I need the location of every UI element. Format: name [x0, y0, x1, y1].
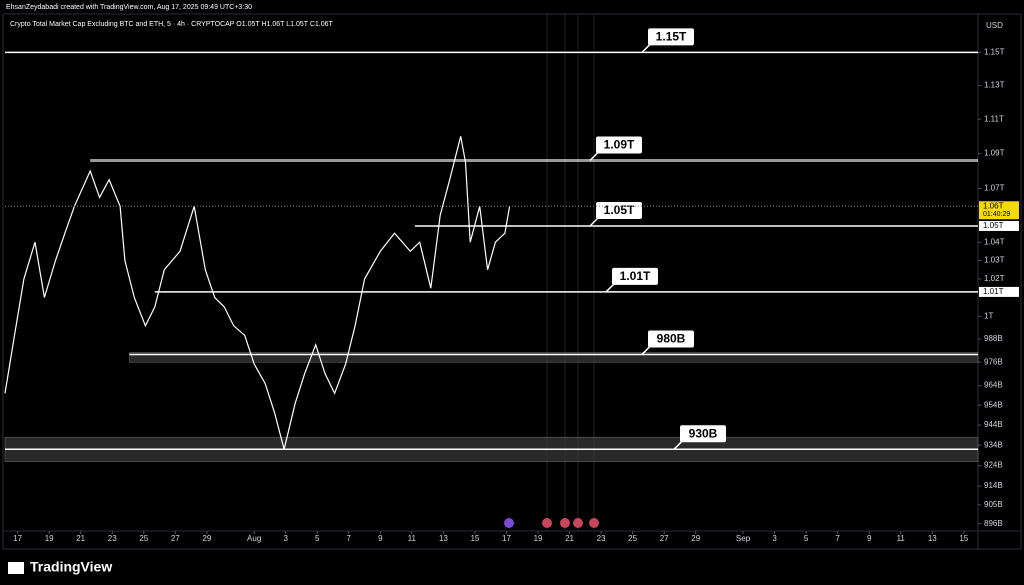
y-tick-label: 934B [984, 440, 1003, 449]
price-badge-label: 1.06T [983, 201, 1004, 210]
y-tick-label: 954B [984, 400, 1003, 409]
x-tick-label: 9 [867, 534, 872, 543]
callout-box [612, 267, 658, 285]
callout-label: 1.01T [620, 269, 651, 283]
y-tick-label: 1.02T [984, 274, 1005, 283]
x-tick-label: 23 [597, 534, 606, 543]
y-tick-label: 896B [984, 519, 1003, 528]
callout-box [648, 330, 694, 348]
y-tick-label: 944B [984, 420, 1003, 429]
y-tick-label: 905B [984, 500, 1003, 509]
x-tick-label: 25 [139, 534, 148, 543]
x-tick-label: 27 [171, 534, 180, 543]
y-tick-label: 1T [984, 311, 993, 320]
callout-box [680, 425, 726, 443]
x-tick-label: Sep [736, 534, 751, 543]
x-tick-label: 3 [772, 534, 777, 543]
callout-box [596, 201, 642, 219]
callout-label: 930B [689, 426, 718, 440]
y-tick-label: 1.09T [984, 149, 1005, 158]
x-tick-label: 5 [804, 534, 809, 543]
x-tick-label: 9 [378, 534, 383, 543]
x-tick-label: 25 [628, 534, 637, 543]
y-tick-label: 976B [984, 357, 1003, 366]
callout-pointer [641, 43, 651, 53]
y-tick-label: 988B [984, 334, 1003, 343]
x-tick-label: 29 [691, 534, 700, 543]
callout-label: 1.05T [604, 203, 635, 217]
y-tick-label: 1.04T [984, 237, 1005, 246]
y-tick-label: 1.07T [984, 184, 1005, 193]
legend: Crypto Total Market Cap Excluding BTC an… [10, 21, 334, 28]
x-tick-label: 19 [45, 534, 54, 543]
logo [8, 562, 24, 574]
credit: EhsanZeydabadi created with TradingView.… [6, 4, 252, 11]
callout-box [648, 28, 694, 46]
y-tick-label: 1.03T [984, 256, 1005, 265]
price-badge [979, 201, 1019, 220]
x-tick-label: 21 [76, 534, 85, 543]
x-tick-label: 29 [202, 534, 211, 543]
price-badge-label: 1.05T [983, 221, 1004, 230]
callout-box [596, 136, 642, 154]
x-tick-label: 17 [502, 534, 511, 543]
callout-pointer [589, 151, 599, 162]
y-tick-label: 964B [984, 381, 1003, 390]
callout-label: 980B [657, 332, 686, 346]
x-tick-label: 15 [959, 534, 968, 543]
x-tick-label: 7 [835, 534, 840, 543]
x-tick-label: 27 [660, 534, 669, 543]
x-tick-label: 13 [928, 534, 937, 543]
x-tick-label: 13 [439, 534, 448, 543]
callout-pointer [673, 440, 683, 450]
y-tick-label: 914B [984, 481, 1003, 490]
frame [2, 13, 1022, 550]
event-icon[interactable] [560, 518, 570, 528]
y-tick-label: 1.11T [984, 114, 1004, 123]
price-badge-timer: 01:40:29 [983, 211, 1010, 218]
zone [129, 352, 979, 363]
x-tick-label: 19 [534, 534, 543, 543]
y-tick-label: 1.13T [984, 81, 1005, 90]
callout-label: 1.09T [604, 138, 635, 152]
x-tick-label: 15 [470, 534, 479, 543]
event-icon[interactable] [542, 518, 552, 528]
x-tick-label: Aug [247, 534, 261, 543]
price-badge [979, 220, 1019, 231]
x-tick-label: 21 [565, 534, 574, 543]
price-badge-label: 1.01T [983, 287, 1004, 296]
price-badge [979, 286, 1019, 297]
x-tick-label: 5 [315, 534, 320, 543]
price-line [4, 136, 511, 450]
callout-pointer [641, 345, 651, 355]
y-tick-label: 1.15T [984, 48, 1005, 57]
event-icon[interactable] [573, 518, 583, 528]
callout-label: 1.15T [656, 30, 687, 44]
callout-pointer [605, 283, 615, 293]
x-tick-label: 11 [408, 534, 417, 543]
currency: USD [986, 21, 1003, 30]
callout-pointer [589, 217, 599, 227]
x-tick-label: 11 [897, 534, 906, 543]
x-tick-label: 3 [283, 534, 288, 543]
x-tick-label: 17 [13, 534, 22, 543]
x-tick-label: 7 [347, 534, 352, 543]
event-icon[interactable] [589, 518, 599, 528]
event-icon[interactable] [504, 518, 514, 528]
x-tick-label: 23 [108, 534, 117, 543]
brand: TradingView [30, 559, 112, 575]
y-tick-label: 924B [984, 461, 1003, 470]
